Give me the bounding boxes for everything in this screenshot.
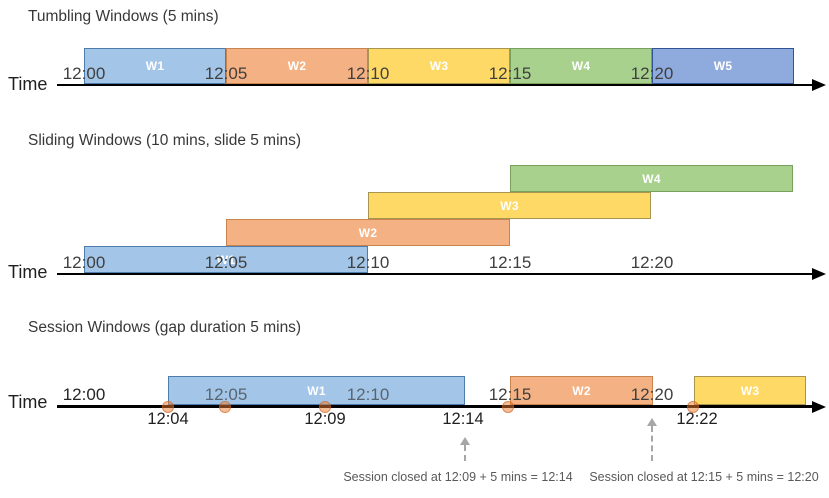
- time-axis-label: Time: [8, 74, 48, 94]
- section-title: Session Windows (gap duration 5 mins): [28, 319, 302, 336]
- tick-label: 12:05: [204, 385, 248, 404]
- window-w2-bar: W2: [510, 376, 653, 405]
- callout-arrow-icon: [460, 437, 470, 445]
- tick-label: 12:15: [488, 64, 532, 83]
- axis-arrowhead-icon: [812, 79, 826, 91]
- axis-arrowhead-icon: [812, 268, 826, 280]
- callout-text: Session closed at 12:15 + 5 mins = 12:20: [589, 470, 819, 484]
- tick-label: 12:10: [346, 64, 390, 83]
- window-w2-bar: W2: [226, 219, 510, 246]
- window-label: W3: [500, 198, 519, 213]
- window-w3-bar: W3: [694, 376, 806, 405]
- tick-label: 12:20: [630, 64, 674, 83]
- section-title: Sliding Windows (10 mins, slide 5 mins): [28, 132, 302, 149]
- section-title: Tumbling Windows (5 mins): [28, 8, 219, 25]
- window-label: W5: [713, 59, 733, 73]
- callout-text: Session closed at 12:09 + 5 mins = 12:14: [343, 470, 573, 484]
- window-label: W2: [287, 59, 307, 73]
- tick-label: 12:00: [62, 64, 106, 83]
- callout-arrow-icon: [647, 418, 657, 426]
- time-axis-label: Time: [8, 392, 48, 412]
- event-dot: [219, 400, 231, 413]
- window-w1-bar: W1: [84, 246, 368, 273]
- time-axis: [57, 273, 814, 275]
- tick-label: 12:05: [204, 253, 248, 272]
- tick-label: 12:20: [630, 253, 674, 272]
- window-label: W4: [571, 59, 591, 73]
- window-w2-bar: W2: [226, 48, 368, 84]
- event-time-label: 12:09: [304, 410, 346, 428]
- window-label: W4: [642, 171, 661, 186]
- event-time-label: 12:14: [442, 410, 484, 428]
- event-dot: [502, 400, 514, 413]
- time-axis-label: Time: [8, 262, 48, 282]
- window-w4-bar: W4: [510, 165, 793, 192]
- time-axis: [57, 405, 814, 408]
- time-axis: [57, 84, 814, 86]
- window-w1-bar: W1: [168, 376, 465, 405]
- event-dot: [319, 400, 331, 413]
- window-label: W3: [740, 383, 760, 398]
- tick-label: 12:05: [204, 64, 248, 83]
- window-w1-bar: W1: [84, 48, 226, 84]
- tick-label: 12:15: [488, 385, 532, 404]
- window-label: W1: [307, 383, 326, 398]
- window-label: W2: [572, 383, 591, 398]
- tick-label: 12:10: [346, 253, 390, 272]
- window-w3-bar: W3: [368, 192, 651, 219]
- tick-label: 12:20: [630, 385, 674, 404]
- tick-label: 12:15: [488, 253, 532, 272]
- callout-arrow-shaft: [651, 426, 653, 461]
- event-dot: [162, 400, 174, 413]
- window-w3-bar: W3: [368, 48, 510, 84]
- window-label: W1: [216, 252, 236, 267]
- window-label: W1: [145, 59, 165, 73]
- axis-arrowhead-icon: [812, 400, 826, 413]
- tick-label: 12:10: [346, 385, 390, 404]
- window-w5-bar: W5: [652, 48, 794, 84]
- event-time-label: 12:22: [676, 410, 718, 428]
- callout-arrow-shaft: [464, 445, 466, 461]
- window-w4-bar: W4: [510, 48, 652, 84]
- event-dot: [687, 400, 699, 413]
- window-label: W3: [429, 59, 449, 73]
- tick-label: 12:00: [62, 253, 106, 272]
- window-label: W2: [358, 225, 378, 240]
- tick-label: 12:00: [62, 385, 106, 404]
- event-time-label: 12:04: [147, 410, 189, 428]
